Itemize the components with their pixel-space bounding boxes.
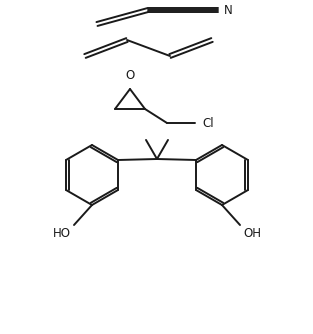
Text: O: O [126, 69, 135, 82]
Text: N: N [224, 3, 233, 16]
Text: OH: OH [243, 227, 261, 240]
Text: HO: HO [53, 227, 71, 240]
Text: Cl: Cl [202, 117, 214, 130]
